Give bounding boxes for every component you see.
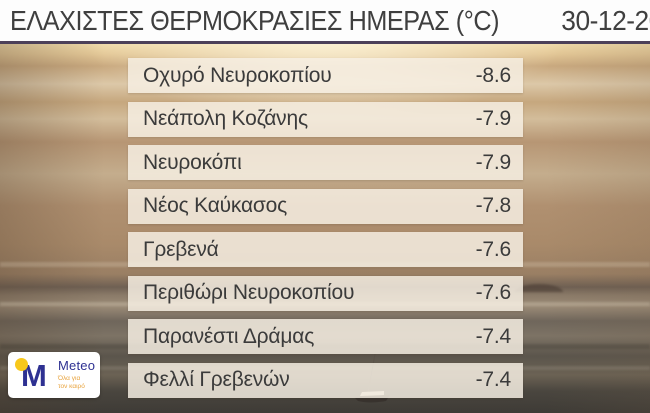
station-name: Οχυρό Νευροκοπίου [143,63,332,87]
logo-brand-name: Meteo [58,358,96,373]
temperature-table: Οχυρό Νευροκοπίου -8.6 Νεάπολη Κοζάνης -… [128,58,523,398]
station-name: Παρανέστι Δράμας [143,324,315,348]
station-name: Γρεβενά [143,237,219,261]
station-name: Νέος Καύκασος [143,194,288,217]
table-row: Νέος Καύκασος -7.8 [128,188,523,224]
station-name: Νεάπολη Κοζάνης [143,107,308,130]
station-name: Νευροκόπι [143,150,242,174]
table-row: Παρανέστι Δράμας -7.4 [128,319,523,354]
temperature-value: -7.8 [475,194,512,217]
table-row: Περιθώρι Νευροκοπίου -7.6 [128,275,523,311]
logo-tagline: Όλα για τον καιρό [58,375,95,391]
meteo-m-mark: M [15,357,55,393]
meteo-logo: M Meteo Όλα για τον καιρό [8,352,100,398]
table-row: Νεάπολη Κοζάνης -7.9 [128,101,523,137]
table-row: Νευροκόπι -7.9 [128,145,523,180]
table-row: Φελλί Γρεβενών -7.4 [128,362,523,398]
logo-tagline-line2: τον καιρό [58,383,85,390]
logo-text-block: Meteo Όλα για τον καιρό [58,358,95,391]
temperature-value: -8.6 [475,63,512,87]
station-name: Φελλί Γρεβενών [143,368,290,391]
header-divider [0,41,650,44]
temperature-value: -7.6 [475,237,512,261]
temperature-value: -7.4 [475,324,512,348]
page-title: ΕΛΑΧΙΣΤΕΣ ΘΕΡΜΟΚΡΑΣΙΕΣ ΗΜΕΡΑΣ (°C) [10,4,500,36]
header-bar: ΕΛΑΧΙΣΤΕΣ ΘΕΡΜΟΚΡΑΣΙΕΣ ΗΜΕΡΑΣ (°C) 30-12… [0,0,650,41]
sun-dot-icon [15,358,28,371]
landmass-silhouette [515,284,563,292]
temperature-value: -7.9 [475,107,512,130]
table-row: Οχυρό Νευροκοπίου -8.6 [128,58,523,93]
logo-tagline-line1: Όλα για [58,375,81,382]
table-row: Γρεβενά -7.6 [128,232,523,267]
station-name: Περιθώρι Νευροκοπίου [143,281,355,304]
temperature-value: -7.9 [475,150,512,174]
date-label: 30-12-2025 [561,4,650,36]
temperature-value: -7.4 [475,368,512,391]
temperature-value: -7.6 [475,281,512,304]
